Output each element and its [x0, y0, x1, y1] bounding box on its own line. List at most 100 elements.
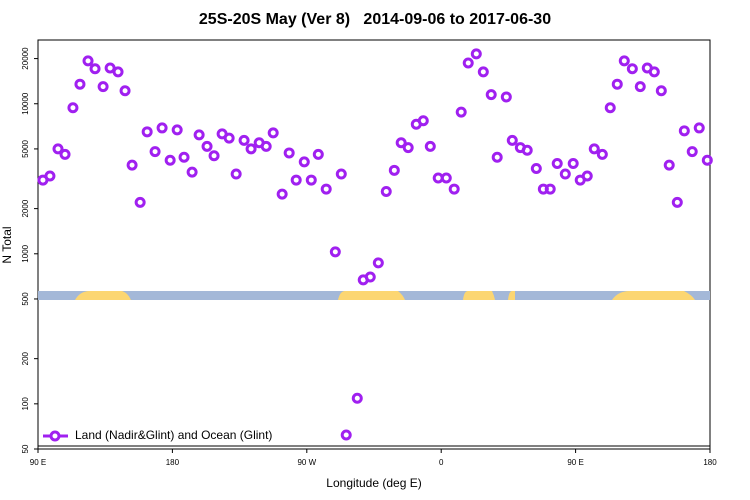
y-tick-label: 5000 [21, 139, 30, 157]
point [193, 129, 205, 141]
point [340, 429, 352, 441]
point [618, 55, 630, 67]
point [506, 134, 518, 146]
point [491, 151, 503, 163]
point [604, 102, 616, 114]
point [89, 63, 101, 75]
point [402, 142, 414, 154]
plot-frame [37, 39, 711, 450]
point [119, 85, 131, 97]
point [455, 106, 467, 118]
point [551, 157, 563, 169]
point [372, 257, 384, 269]
point [380, 186, 392, 198]
y-tick-label: 100 [21, 397, 30, 411]
point [305, 174, 317, 186]
point [521, 144, 533, 156]
point [126, 159, 138, 171]
point [74, 78, 86, 90]
point [448, 183, 460, 195]
legend-marker [49, 430, 61, 442]
land [338, 291, 405, 300]
point [364, 271, 376, 283]
point [245, 143, 257, 155]
x-tick-label: 90 E [30, 458, 46, 467]
point [59, 148, 71, 160]
chart-title: 25S-20S May (Ver 8) 2014-09-06 to 2017-0… [199, 11, 551, 28]
point [230, 168, 242, 180]
x-tick-label: 180 [703, 458, 717, 467]
point [335, 168, 347, 180]
point [626, 63, 638, 75]
point [470, 48, 482, 60]
point [104, 62, 116, 74]
point [559, 168, 571, 180]
x-tick-label: 0 [439, 458, 444, 467]
point [596, 148, 608, 160]
point [283, 147, 295, 159]
point [329, 246, 341, 258]
point [97, 81, 109, 93]
point [648, 66, 660, 78]
point [462, 57, 474, 69]
x-tick-label: 90 E [567, 458, 583, 467]
point [208, 150, 220, 162]
point [678, 125, 690, 137]
point [201, 140, 213, 152]
x-tick-label: 180 [166, 458, 180, 467]
land [508, 291, 515, 300]
point [567, 157, 579, 169]
point [417, 115, 429, 127]
point [395, 137, 407, 149]
point [171, 124, 183, 136]
x-axis-label: Longitude (deg E) [326, 476, 421, 490]
point [424, 140, 436, 152]
y-tick-label: 1000 [21, 244, 30, 262]
point [267, 127, 279, 139]
y-tick-label: 20000 [21, 47, 30, 70]
point [655, 85, 667, 97]
point [634, 81, 646, 93]
point [477, 66, 489, 78]
point [388, 164, 400, 176]
point [581, 170, 593, 182]
point [351, 392, 363, 404]
point [178, 151, 190, 163]
land [612, 291, 695, 300]
point [82, 55, 94, 67]
point [67, 102, 79, 114]
point [485, 89, 497, 101]
point [544, 183, 556, 195]
point [238, 134, 250, 146]
point [112, 66, 124, 78]
land-ocean-strip [38, 291, 710, 300]
y-axis-label: N Total [0, 226, 14, 263]
y-tick-label: 500 [21, 292, 30, 306]
point [701, 154, 713, 166]
point [440, 172, 452, 184]
y-tick-label: 50 [21, 444, 30, 453]
point [149, 146, 161, 158]
land [75, 291, 131, 300]
point [164, 154, 176, 166]
point [500, 91, 512, 103]
point [686, 146, 698, 158]
point [276, 188, 288, 200]
point [530, 163, 542, 175]
point [134, 196, 146, 208]
point [260, 140, 272, 152]
point [320, 183, 332, 195]
y-tick-label: 200 [21, 351, 30, 365]
point [588, 143, 600, 155]
point [611, 78, 623, 90]
point [663, 159, 675, 171]
land [463, 291, 495, 300]
point [186, 166, 198, 178]
y-tick-label: 10000 [21, 92, 30, 115]
x-tick-label: 90 W [297, 458, 316, 467]
point [52, 143, 64, 155]
legend-label: Land (Nadir&Glint) and Ocean (Glint) [75, 428, 272, 442]
point [44, 170, 56, 182]
point [141, 126, 153, 138]
